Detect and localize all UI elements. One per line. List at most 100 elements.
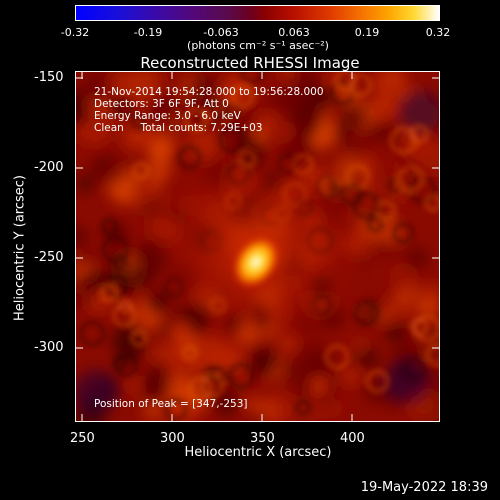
ring-artifact [392, 222, 414, 244]
texture-blob [389, 262, 419, 292]
ring-artifact [403, 357, 427, 381]
ring-artifact [410, 317, 429, 336]
ring-artifact [226, 103, 242, 119]
x-tick-label: 300 [160, 431, 185, 446]
ring-artifact [79, 320, 106, 347]
x-axis-label: Heliocentric X (arcsec) [184, 445, 332, 460]
texture-blob [257, 112, 278, 132]
texture-blob [371, 72, 406, 101]
texture-blob [76, 274, 97, 310]
x-tick-label: 350 [250, 431, 275, 446]
ring-artifact [203, 366, 217, 381]
texture-blob [164, 373, 197, 406]
texture-blob [165, 344, 196, 374]
texture-blob [122, 125, 148, 151]
texture-blob [76, 246, 84, 261]
ring-artifact [164, 398, 188, 421]
texture-blob [144, 155, 172, 184]
ring-artifact [130, 329, 148, 347]
ring-artifact [101, 218, 118, 236]
texture-blob [340, 102, 369, 131]
ring-artifact [295, 399, 311, 416]
colorbar-tick-label: -0.32 [60, 26, 90, 39]
ring-artifact [102, 236, 129, 264]
texture-blob [345, 142, 362, 159]
image-frame: 21-Nov-2014 19:54:28.000 to 19:56:28.000… [75, 71, 440, 422]
ring-artifact [118, 298, 134, 314]
texture-blob [216, 90, 242, 116]
texture-blob [112, 324, 148, 360]
ring-artifact [196, 101, 222, 128]
ring-artifact [334, 72, 357, 92]
flare-source [231, 234, 281, 290]
texture-blob [353, 339, 367, 353]
colorbar-tick-label: 0.063 [278, 26, 310, 39]
texture-blob [93, 151, 130, 187]
ring-artifact [425, 343, 439, 367]
texture-blob [279, 78, 315, 113]
texture-blob [81, 72, 113, 101]
ring-artifact [114, 353, 139, 377]
ring-artifact [409, 124, 429, 144]
texture-blob [76, 121, 93, 145]
ring-artifact [184, 108, 208, 132]
texture-blob [187, 74, 222, 110]
y-tick-label: -300 [34, 340, 64, 355]
peak-position-info: Position of Peak = [347,-253] [94, 398, 248, 410]
ring-artifact [414, 315, 439, 342]
texture-blob [80, 251, 96, 267]
texture-blob [139, 369, 170, 401]
texture-blob [244, 396, 262, 414]
texture-blob [109, 261, 145, 296]
ring-artifact [209, 366, 226, 383]
x-tick-label: 400 [340, 431, 365, 446]
ring-artifact [389, 126, 417, 154]
texture-blob [390, 159, 404, 173]
texture-blob [416, 142, 439, 174]
texture-blob [150, 139, 172, 161]
y-tick-label: -250 [34, 250, 64, 265]
detectors-info: Detectors: 3F 6F 9F, Att 0 [94, 98, 229, 110]
texture-blob [340, 365, 362, 387]
y-axis-label: Heliocentric Y (arcsec) [12, 175, 28, 321]
ring-artifact [131, 114, 146, 130]
texture-blob [110, 72, 142, 99]
x-tick-label: 250 [70, 431, 95, 446]
ring-artifact [324, 344, 350, 370]
colorbar-units: (photons cm⁻² s⁻¹ asec⁻²) [187, 39, 329, 52]
texture-blob [310, 376, 329, 395]
timestamp: 19-May-2022 18:39 [360, 480, 488, 495]
ring-artifact [366, 369, 389, 393]
texture-blob [370, 95, 398, 124]
colorbar-tick-label: 0.32 [425, 26, 451, 39]
clean-residual-pattern [76, 72, 439, 421]
image-title: Reconstructed RHESSI Image [140, 54, 360, 72]
colorbar-tick-label: -0.063 [203, 26, 239, 39]
ring-artifact [231, 85, 255, 108]
ring-artifact [228, 362, 255, 389]
obs-time-range: 21-Nov-2014 19:54:28.000 to 19:56:28.000 [94, 86, 324, 98]
ring-artifact [116, 99, 134, 116]
texture-blob [288, 104, 322, 137]
colorbar-tick-label: -0.19 [133, 26, 163, 39]
texture-blob [143, 403, 161, 420]
colorbar-tick-label: 0.19 [354, 26, 380, 39]
texture-blob [281, 362, 301, 382]
texture-blob [420, 282, 439, 306]
ring-artifact [188, 376, 213, 401]
algorithm-counts-info: Clean Total counts: 7.29E+03 [94, 122, 263, 134]
negative-residual [76, 370, 118, 414]
rhessi-map [76, 72, 439, 421]
y-tick-label: -200 [34, 160, 64, 175]
ring-artifact [397, 165, 424, 193]
ring-artifact [348, 73, 372, 97]
ring-artifact [132, 162, 150, 180]
y-tick-label: -150 [34, 70, 64, 85]
negative-residual [384, 360, 428, 404]
ring-artifact [112, 303, 137, 328]
texture-blob [164, 111, 187, 134]
energy-range-info: Energy Range: 3.0 - 6.0 keV [94, 110, 241, 122]
ring-artifact [99, 283, 119, 303]
texture-blob [76, 173, 96, 194]
